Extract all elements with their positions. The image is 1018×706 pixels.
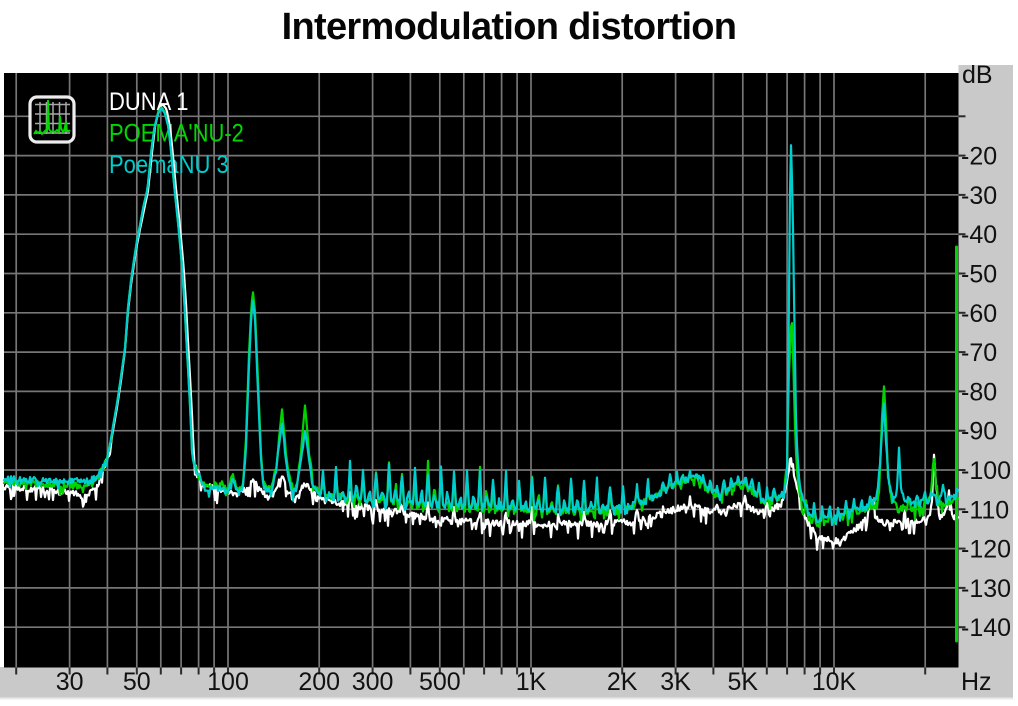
svg-text:-140: -140 bbox=[961, 614, 1011, 642]
svg-text:-40: -40 bbox=[961, 221, 997, 249]
svg-text:-100: -100 bbox=[961, 457, 1011, 485]
svg-text:50: 50 bbox=[123, 668, 151, 696]
svg-text:100: 100 bbox=[207, 668, 249, 696]
svg-text:dB: dB bbox=[962, 61, 993, 89]
svg-text:-90: -90 bbox=[961, 418, 997, 446]
svg-text:-20: -20 bbox=[961, 143, 997, 171]
svg-text:30: 30 bbox=[56, 668, 84, 696]
svg-text:-130: -130 bbox=[961, 575, 1011, 603]
svg-text:POEMA'NU-2: POEMA'NU-2 bbox=[109, 119, 244, 147]
svg-text:PoemaNU 3: PoemaNU 3 bbox=[109, 151, 229, 179]
svg-text:500: 500 bbox=[419, 668, 461, 696]
svg-text:300: 300 bbox=[352, 668, 394, 696]
svg-text:-50: -50 bbox=[961, 261, 997, 289]
svg-text:2K: 2K bbox=[607, 668, 638, 696]
svg-text:-60: -60 bbox=[961, 300, 997, 328]
svg-text:-120: -120 bbox=[961, 536, 1011, 564]
svg-text:200: 200 bbox=[298, 668, 340, 696]
svg-text:-30: -30 bbox=[961, 182, 997, 210]
svg-text:1K: 1K bbox=[516, 668, 547, 696]
svg-text:-70: -70 bbox=[961, 339, 997, 367]
svg-text:3K: 3K bbox=[660, 668, 691, 696]
svg-text:10K: 10K bbox=[812, 668, 857, 696]
svg-text:-80: -80 bbox=[961, 378, 997, 406]
svg-text:Hz: Hz bbox=[961, 668, 992, 696]
svg-text:-110: -110 bbox=[961, 496, 1009, 524]
svg-text:DUNA 1: DUNA 1 bbox=[109, 88, 188, 116]
svg-text:5K: 5K bbox=[728, 668, 759, 696]
svg-text:Intermodulation distortion: Intermodulation distortion bbox=[282, 6, 737, 48]
